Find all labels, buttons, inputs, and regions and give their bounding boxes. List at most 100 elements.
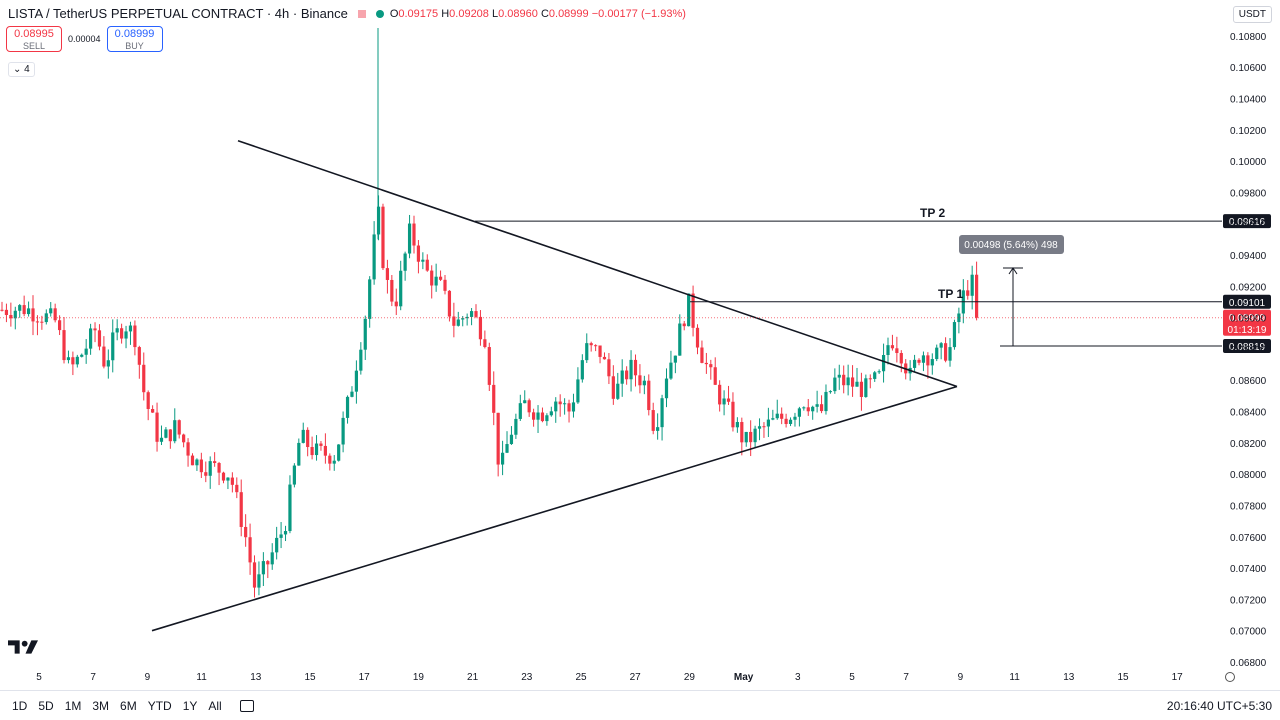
candle <box>430 265 434 299</box>
candle <box>97 324 102 351</box>
candle-body <box>567 403 571 412</box>
candle-body <box>496 412 500 465</box>
time-tick-label: 9 <box>145 672 151 683</box>
candle <box>452 302 456 338</box>
candle-body <box>239 492 243 527</box>
candle-body <box>412 223 416 246</box>
candle <box>518 394 522 421</box>
candle-body <box>146 392 150 410</box>
candle-body <box>49 308 53 314</box>
candle-body <box>133 325 137 348</box>
candle <box>44 309 48 325</box>
tradingview-logo-icon[interactable] <box>8 638 38 656</box>
candle <box>208 456 212 489</box>
candle <box>399 260 403 311</box>
candle <box>961 279 965 324</box>
candle-body <box>142 364 146 393</box>
indicators-toggle[interactable]: ⌄ 4 <box>8 62 35 77</box>
candle-body <box>926 355 930 366</box>
price-tick-label: 0.07800 <box>1230 501 1267 512</box>
candle-body <box>554 401 558 412</box>
candle <box>226 477 230 490</box>
candle-body <box>461 318 465 320</box>
candle-body <box>545 415 549 422</box>
candle-body <box>890 345 895 349</box>
candle-body <box>4 309 9 315</box>
flag-icon[interactable] <box>357 9 366 18</box>
symbol-title[interactable]: LISTA / TetherUS PERPETUAL CONTRACT · 4h… <box>8 6 348 21</box>
tp-1-price-text: 0.09101 <box>1229 298 1266 309</box>
candle <box>784 413 788 428</box>
timeframe-5d[interactable]: 5D <box>38 698 54 713</box>
candle <box>633 354 638 387</box>
candle-body <box>935 347 939 360</box>
candle-body <box>124 331 128 339</box>
candle-body <box>842 374 846 386</box>
candle-body <box>115 328 119 333</box>
candle <box>735 417 739 433</box>
candle-body <box>509 434 514 445</box>
candle <box>75 354 79 368</box>
candle-body <box>345 396 350 418</box>
candle <box>53 303 57 323</box>
candle-body <box>159 437 164 442</box>
timeframe-1y[interactable]: 1Y <box>182 698 198 713</box>
time-tick-label: 13 <box>250 672 262 683</box>
candle <box>177 419 181 439</box>
price-tick-label: 0.09200 <box>1230 282 1267 293</box>
candle <box>718 380 722 412</box>
timeframe-ytd[interactable]: YTD <box>147 698 172 713</box>
candle-body <box>350 391 354 397</box>
candle <box>120 323 124 344</box>
axis-settings-icon[interactable] <box>1225 672 1235 682</box>
candle <box>363 315 367 361</box>
candle-body <box>71 357 75 365</box>
candle-body <box>855 381 859 387</box>
candle-body <box>363 318 367 350</box>
timeframe-1m[interactable]: 1M <box>64 698 82 713</box>
timeframe-1d[interactable]: 1D <box>12 698 28 713</box>
entry-price-tag <box>1223 338 1271 353</box>
candle <box>221 471 226 484</box>
time-tick-label: 25 <box>575 672 587 683</box>
candle <box>912 354 917 373</box>
candle-body <box>682 323 686 327</box>
candle <box>275 526 279 560</box>
candle-body <box>633 359 638 376</box>
candle-body <box>111 332 115 361</box>
timeframe-3m[interactable]: 3M <box>92 698 110 713</box>
candle-body <box>221 472 226 481</box>
timeframe-all[interactable]: All <box>208 698 222 713</box>
time-tick-label: 5 <box>849 672 855 683</box>
clock[interactable]: 20:16:40 UTC+5:30 <box>1166 698 1272 713</box>
sell-button[interactable]: 0.08995 SELL <box>6 26 62 52</box>
candle-body <box>638 375 642 386</box>
candle <box>660 394 664 441</box>
candle-body <box>368 279 372 319</box>
candle-body <box>753 428 757 443</box>
candle-body <box>846 377 850 386</box>
candle-body <box>314 443 319 456</box>
time-tick-label: May <box>734 672 754 683</box>
candle-body <box>700 347 704 363</box>
candle <box>199 452 203 479</box>
calendar-icon[interactable] <box>239 699 254 712</box>
currency-selector[interactable]: USDT <box>1232 6 1272 23</box>
candle <box>71 351 75 376</box>
candle <box>239 479 243 537</box>
candle <box>514 413 518 439</box>
candle <box>673 355 677 374</box>
candle-body <box>13 310 17 319</box>
candle <box>532 408 536 427</box>
lower-trendline <box>151 385 958 632</box>
candle-body <box>421 259 425 262</box>
candle-body <box>709 364 713 368</box>
candle <box>771 409 775 421</box>
candle <box>35 315 40 336</box>
timeframe-6m[interactable]: 6M <box>120 698 137 713</box>
candle <box>828 390 833 394</box>
candle-body <box>824 391 828 412</box>
buy-label: BUY <box>125 41 144 51</box>
buy-button[interactable]: 0.08999 BUY <box>106 26 163 52</box>
